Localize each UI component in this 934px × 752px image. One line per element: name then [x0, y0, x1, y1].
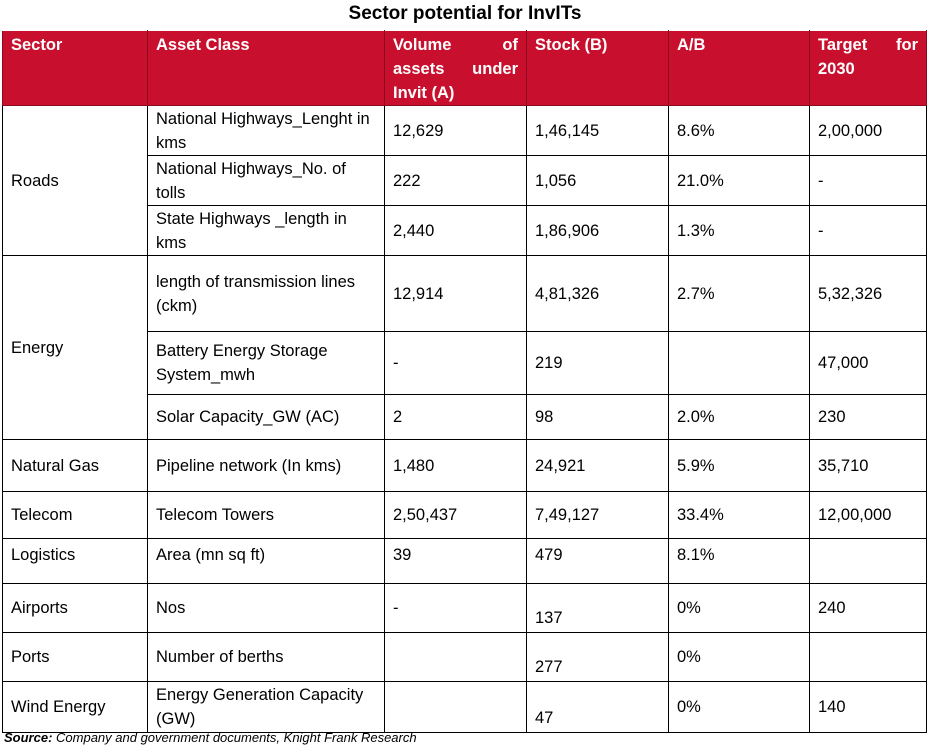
table-row: Natural Gas Pipeline network (In kms) 1,… — [2, 439, 927, 492]
target-cell — [809, 632, 927, 682]
asset-cell: National Highways_No. of tolls — [147, 155, 385, 206]
stock-cell: 277 — [526, 632, 669, 682]
volume-cell: 39 — [384, 538, 527, 584]
sector-cell-natural-gas: Natural Gas — [2, 439, 148, 492]
volume-cell: 2 — [384, 394, 527, 440]
header-volume-line2: assets under — [393, 60, 518, 78]
target-cell: 5,32,326 — [809, 255, 927, 332]
volume-cell: 222 — [384, 155, 527, 206]
table-row: Battery Energy Storage System_mwh - 219 … — [3, 331, 927, 395]
target-cell — [809, 538, 927, 584]
table-row: Logistics Area (mn sq ft) 39 479 8.1% — [2, 538, 927, 584]
table-row: National Highways_No. of tolls 222 1,056… — [3, 155, 927, 206]
ratio-cell: 2.7% — [668, 255, 810, 332]
stock-cell: 1,46,145 — [526, 105, 669, 156]
stock-cell: 137 — [526, 583, 669, 633]
volume-cell: 12,629 — [384, 105, 527, 156]
sector-cell-airports: Airports — [2, 583, 148, 633]
sector-cell-roads: Roads — [2, 105, 148, 256]
asset-cell: National Highways_Lenght in kms — [147, 105, 385, 156]
ratio-cell: 0% — [668, 583, 810, 633]
target-cell: 140 — [809, 681, 927, 733]
volume-cell: - — [384, 583, 527, 633]
volume-cell: 12,914 — [384, 255, 527, 332]
table-row: Energy length of transmission lines (ckm… — [2, 255, 927, 440]
target-cell: 240 — [809, 583, 927, 633]
ratio-cell: 8.1% — [668, 538, 810, 584]
table-title: Sector potential for InvITs — [348, 3, 582, 24]
source-footnote: Source: Company and government documents… — [4, 730, 417, 745]
stock-cell: 98 — [526, 394, 669, 440]
header-volume: Volume of assets under Invit (A) — [384, 30, 527, 106]
sector-cell-logistics: Logistics — [2, 538, 148, 584]
volume-cell — [384, 681, 527, 733]
stock-cell: 4,81,326 — [526, 255, 669, 332]
target-cell: - — [809, 155, 927, 206]
table-row: Airports Nos - 137 0% 240 — [2, 583, 927, 633]
asset-cell: Nos — [147, 583, 385, 633]
sector-cell-ports: Ports — [2, 632, 148, 682]
target-cell: 35,710 — [809, 439, 927, 492]
header-volume-line3: Invit (A) — [393, 84, 455, 102]
ratio-cell: 33.4% — [668, 491, 810, 539]
ratio-cell — [668, 331, 810, 395]
stock-cell: 24,921 — [526, 439, 669, 492]
stock-cell: 219 — [526, 331, 669, 395]
asset-cell: Area (mn sq ft) — [147, 538, 385, 584]
header-target: Target for 2030 — [809, 30, 927, 106]
header-target-line2: 2030 — [818, 60, 855, 78]
header-asset-class: Asset Class — [147, 30, 385, 106]
header-stock: Stock (B) — [526, 30, 669, 106]
stock-cell: 1,86,906 — [526, 205, 669, 256]
table-row: Solar Capacity_GW (AC) 2 98 2.0% 230 — [3, 394, 927, 440]
target-cell: 47,000 — [809, 331, 927, 395]
ratio-cell: 1.3% — [668, 205, 810, 256]
asset-cell: Energy Generation Capacity (GW) — [147, 681, 385, 733]
asset-cell: State Highways _length in kms — [147, 205, 385, 256]
asset-cell: Solar Capacity_GW (AC) — [147, 394, 385, 440]
volume-cell: 2,50,437 — [384, 491, 527, 539]
volume-cell — [384, 632, 527, 682]
header-row: Sector Asset Class Volume of assets unde… — [2, 30, 927, 106]
ratio-cell: 0% — [668, 632, 810, 682]
header-target-line1: Target for — [818, 36, 918, 54]
ratio-cell: 5.9% — [668, 439, 810, 492]
header-volume-line1: Volume of — [393, 36, 518, 54]
ratio-cell: 0% — [668, 681, 810, 733]
sector-cell-energy: Energy — [2, 255, 148, 440]
table-row: Ports Number of berths 277 0% — [2, 632, 927, 682]
asset-cell: Telecom Towers — [147, 491, 385, 539]
table-row: Wind Energy Energy Generation Capacity (… — [2, 681, 927, 733]
sector-cell-telecom: Telecom — [2, 491, 148, 539]
source-label: Source: — [4, 730, 53, 745]
header-sector: Sector — [2, 30, 148, 106]
sector-cell-wind-energy: Wind Energy — [2, 681, 148, 733]
stock-cell: 1,056 — [526, 155, 669, 206]
target-cell: 230 — [809, 394, 927, 440]
target-cell: 12,00,000 — [809, 491, 927, 539]
asset-cell: Battery Energy Storage System_mwh — [147, 331, 385, 395]
ratio-cell: 8.6% — [668, 105, 810, 156]
invit-sector-table: Sector Asset Class Volume of assets unde… — [2, 30, 927, 733]
asset-cell: length of transmission lines (ckm) — [147, 255, 385, 332]
volume-cell: 1,480 — [384, 439, 527, 492]
volume-cell: - — [384, 331, 527, 395]
table-row: Telecom Telecom Towers 2,50,437 7,49,127… — [2, 491, 927, 539]
source-text: Company and government documents, Knight… — [52, 730, 417, 745]
target-cell: 2,00,000 — [809, 105, 927, 156]
table-row: Roads National Highways_Lenght in kms 12… — [2, 105, 927, 256]
ratio-cell: 2.0% — [668, 394, 810, 440]
target-cell: - — [809, 205, 927, 256]
asset-cell: Pipeline network (In kms) — [147, 439, 385, 492]
volume-cell: 2,440 — [384, 205, 527, 256]
stock-cell: 479 — [526, 538, 669, 584]
ratio-cell: 21.0% — [668, 155, 810, 206]
stock-cell: 7,49,127 — [526, 491, 669, 539]
asset-cell: Number of berths — [147, 632, 385, 682]
header-ratio: A/B — [668, 30, 810, 106]
stock-cell: 47 — [526, 681, 669, 733]
